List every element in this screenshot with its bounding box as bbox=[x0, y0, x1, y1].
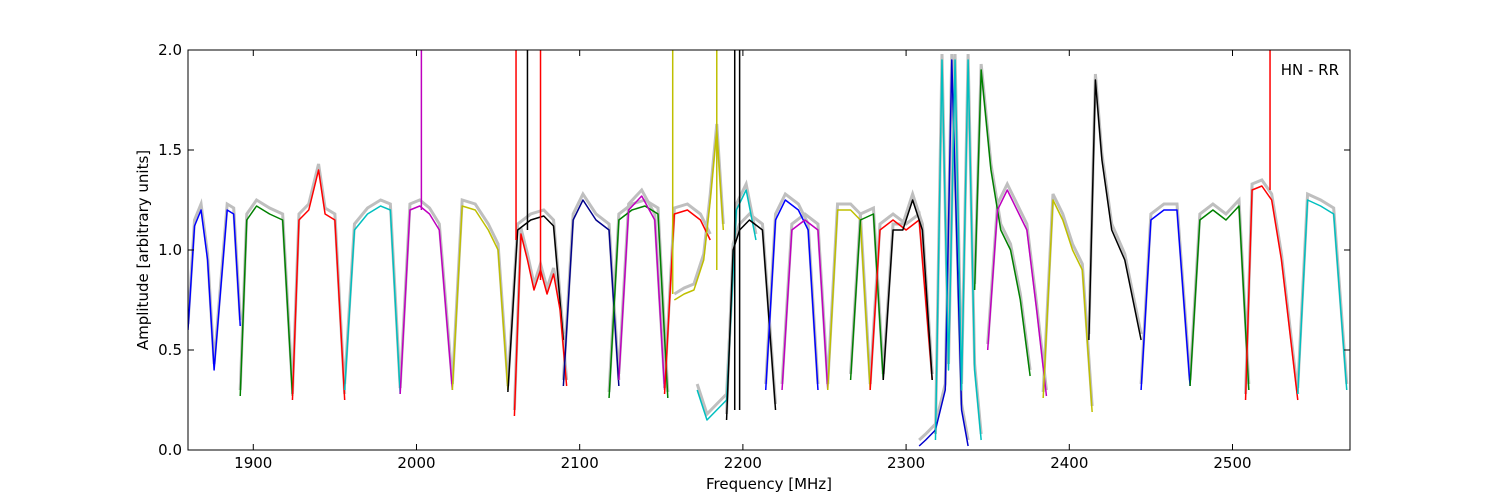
series-line-9 bbox=[608, 205, 669, 399]
x-tick-label: 2100 bbox=[561, 454, 599, 472]
background-trace-23 bbox=[973, 63, 1032, 371]
x-axis-label: Frequency [MHz] bbox=[706, 475, 832, 493]
background-trace-16 bbox=[780, 212, 830, 385]
series-line-5 bbox=[451, 205, 509, 391]
series-line-16 bbox=[781, 219, 829, 391]
series-line-25 bbox=[1042, 199, 1093, 413]
tick-group: 1900 2000 2100 2200 2300 2400 2500 0.0 0.5 1.0 1.5… bbox=[158, 41, 1350, 472]
series-line-26 bbox=[1088, 79, 1142, 341]
series-line-28 bbox=[1189, 205, 1250, 391]
series-line-10 bbox=[618, 195, 666, 391]
series-line-24 bbox=[986, 189, 1048, 397]
series-line-27 bbox=[1140, 209, 1191, 391]
series-line-11 bbox=[663, 209, 711, 395]
background-trace-2 bbox=[290, 163, 347, 395]
annotation-label: HN - RR bbox=[1281, 61, 1339, 79]
series-line-4 bbox=[399, 205, 454, 395]
background-trace-0 bbox=[188, 198, 242, 365]
axes-frame bbox=[187, 49, 1351, 451]
series-line-6 bbox=[507, 215, 565, 393]
series-line-3 bbox=[343, 205, 401, 395]
series-line-20 bbox=[882, 199, 933, 381]
series-line-22 bbox=[934, 59, 982, 441]
y-tick-label: 0.5 bbox=[158, 341, 182, 359]
plot-area bbox=[188, 50, 1349, 447]
background-trace-1 bbox=[238, 197, 294, 391]
series-line-0 bbox=[188, 209, 241, 371]
series-line-23 bbox=[973, 69, 1031, 377]
series-line-1 bbox=[239, 205, 294, 397]
series-line-15 bbox=[764, 199, 819, 391]
y-tick-label: 1.5 bbox=[158, 141, 182, 159]
x-tick-label: 1900 bbox=[234, 454, 272, 472]
series-line-13 bbox=[696, 189, 757, 421]
series-line-17 bbox=[827, 209, 871, 391]
x-tick-label: 2500 bbox=[1213, 454, 1251, 472]
series-line-21 bbox=[918, 59, 969, 447]
x-tick-label: 2300 bbox=[887, 454, 925, 472]
background-trace-26 bbox=[1087, 73, 1143, 335]
background-trace-17 bbox=[826, 202, 872, 385]
x-tick-label: 2000 bbox=[397, 454, 435, 472]
series-line-19 bbox=[869, 219, 933, 391]
series-line-18 bbox=[849, 213, 884, 381]
y-tick-label: 1.0 bbox=[158, 241, 182, 259]
x-tick-label: 2400 bbox=[1050, 454, 1088, 472]
background-trace-29 bbox=[1244, 178, 1300, 395]
series-line-14 bbox=[725, 219, 777, 421]
background-trace-11 bbox=[663, 202, 712, 389]
background-trace-12 bbox=[673, 123, 725, 296]
series-line-29 bbox=[1244, 185, 1299, 401]
series-line-12 bbox=[673, 129, 725, 301]
series-line-2 bbox=[291, 169, 346, 401]
series-line-8 bbox=[562, 199, 620, 387]
y-tick-label: 0.0 bbox=[158, 441, 182, 459]
y-axis-label: Amplitude [arbitrary units] bbox=[134, 150, 152, 350]
y-tick-label: 2.0 bbox=[158, 41, 182, 59]
x-tick-label: 2200 bbox=[724, 454, 762, 472]
series-line-30 bbox=[1297, 199, 1348, 395]
